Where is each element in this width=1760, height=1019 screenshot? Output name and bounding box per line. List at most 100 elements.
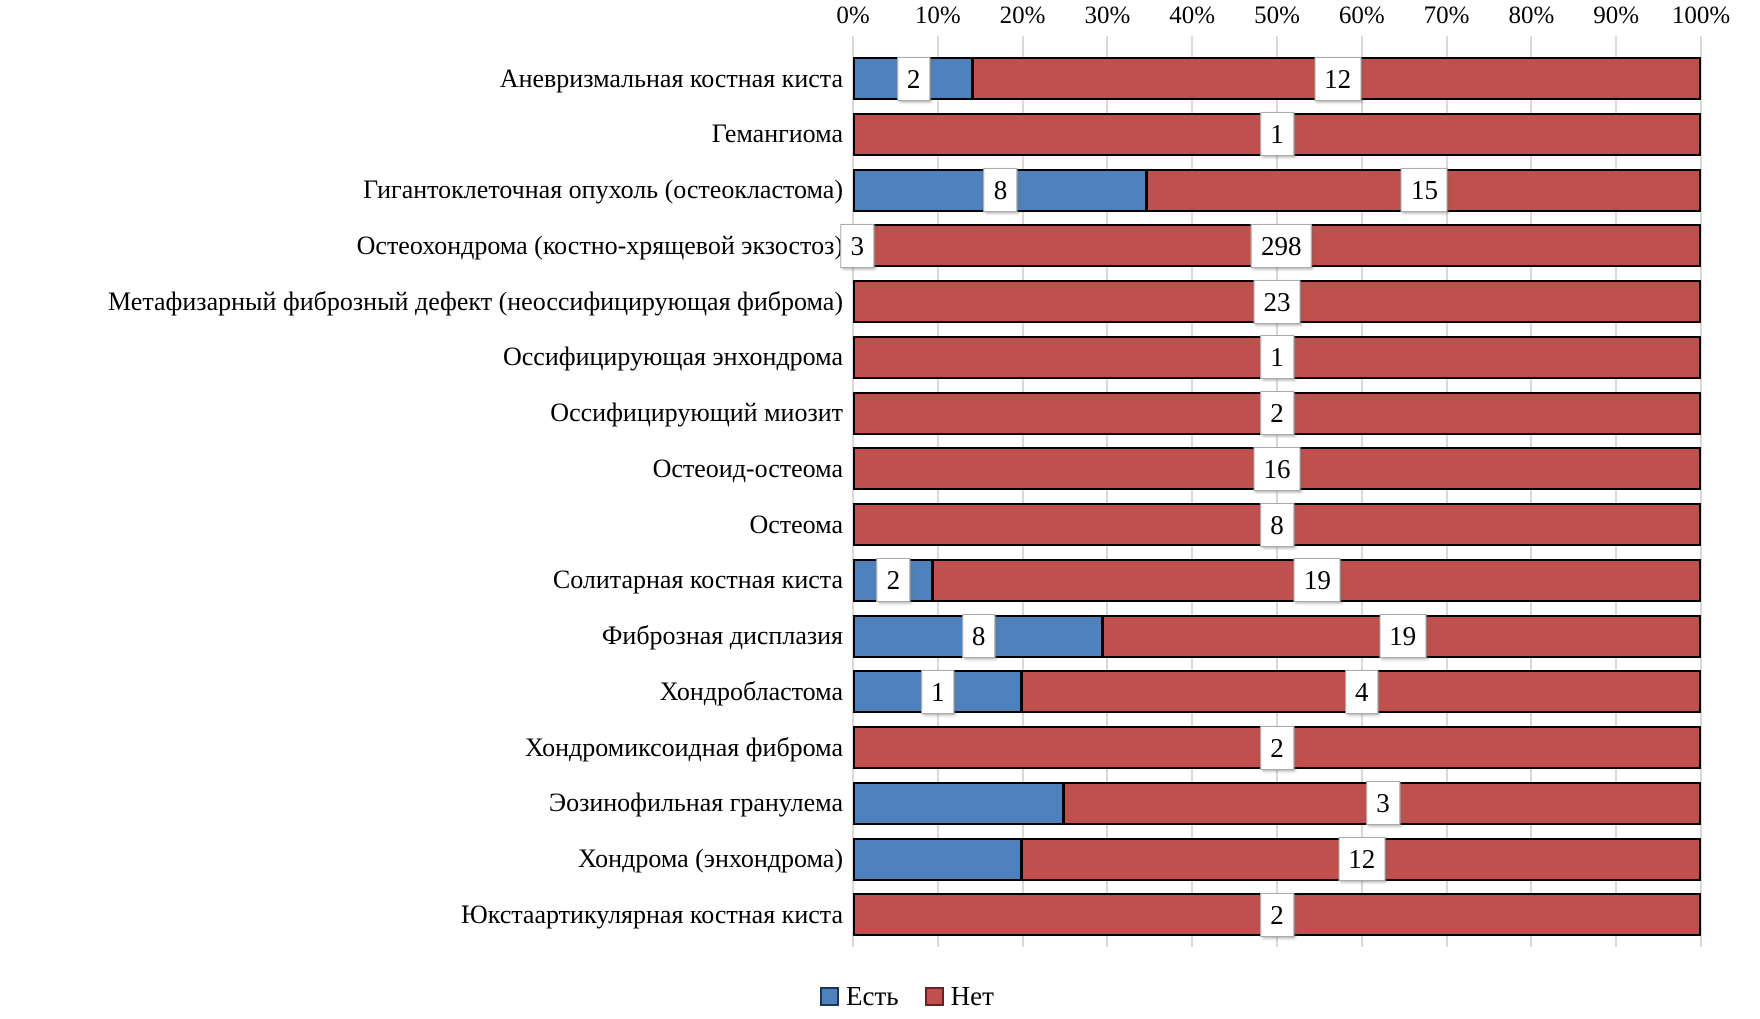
bar-row: Хондромиксоидная фиброма 2 <box>0 725 1760 770</box>
bar-row: Хондробластома 1 4 <box>0 669 1760 714</box>
x-axis-tick-label: 20% <box>999 2 1046 29</box>
segment-est <box>853 837 1023 881</box>
gridline <box>852 36 854 947</box>
x-axis-tick-label: 60% <box>1338 2 1385 29</box>
category-label: Остеоид-остеома <box>652 453 843 483</box>
bar: 2 <box>853 391 1701 435</box>
value-label-net: 2 <box>1260 725 1294 770</box>
x-axis-tick-label: 70% <box>1423 2 1470 29</box>
bar: 8 15 <box>853 168 1701 212</box>
value-label-net: 3 <box>1366 781 1400 826</box>
value-label-net: 12 <box>1338 837 1386 881</box>
bar-row: Солитарная костная киста 2 19 <box>0 558 1760 603</box>
legend-swatch-net <box>924 986 944 1006</box>
bar-row: Метафизарный фиброзный дефект (неоссифиц… <box>0 279 1760 324</box>
value-label-net: 19 <box>1379 614 1427 658</box>
gridline <box>1615 36 1618 947</box>
value-label-net: 12 <box>1314 56 1362 101</box>
gridline <box>936 36 939 947</box>
category-label: Гемангиома <box>711 119 843 149</box>
bar-row: Остеоид-остеома 16 <box>0 446 1760 491</box>
bar-row: Аневризмальная костная киста 2 12 <box>0 56 1760 101</box>
category-label: Хондромиксоидная фиброма <box>524 732 843 762</box>
value-label-est: 8 <box>961 614 996 658</box>
bar-row: Оссифицирующий миозит 2 <box>0 391 1760 435</box>
category-label: Фиброзная дисплазия <box>601 621 843 650</box>
bar-row: Гемангиома 1 <box>0 112 1760 157</box>
bar: 2 <box>853 725 1701 770</box>
bar: 8 19 <box>853 614 1701 658</box>
category-label: Остеома <box>749 509 843 539</box>
x-axis-tick-label: 50% <box>1254 2 1300 29</box>
bar-row: Остеома 8 <box>0 502 1760 547</box>
category-label: Эозинофильная гранулема <box>548 788 843 818</box>
bar: 1 <box>853 335 1701 380</box>
bar-row: Остеохондрома (костно-хрящевой экзостоз)… <box>0 223 1760 268</box>
category-label: Оссифицирующая энхондрома <box>502 342 843 372</box>
category-label: Аневризмальная костная киста <box>499 63 843 93</box>
value-label-net: 298 <box>1250 223 1312 268</box>
bar: 12 <box>853 837 1701 881</box>
value-label-est: 1 <box>921 669 955 714</box>
category-label: Хондрома (энхондрома) <box>578 844 843 873</box>
gridline <box>1360 36 1363 947</box>
bar: 8 <box>853 502 1701 547</box>
legend-label-net: Нет <box>950 980 994 1011</box>
x-axis-tick-label: 10% <box>914 2 961 29</box>
value-label-est: 8 <box>983 168 1018 212</box>
category-label: Хондробластома <box>659 676 843 706</box>
x-axis-tick-label: 90% <box>1593 2 1640 29</box>
gridline <box>1530 36 1533 947</box>
bar-row: Юкстаартикулярная костная киста 2 <box>0 892 1760 937</box>
value-label-net: 15 <box>1400 168 1448 212</box>
bar: 16 <box>853 446 1701 491</box>
legend-swatch-est <box>820 986 839 1006</box>
value-label-est: 2 <box>876 558 911 603</box>
value-label-net: 2 <box>1260 391 1294 435</box>
bar: 3 <box>853 781 1701 826</box>
category-label: Гигантоклеточная опухоль (остеокластома) <box>363 175 843 204</box>
gridline <box>1191 36 1194 947</box>
value-label-net: 2 <box>1260 892 1294 937</box>
legend: Есть Нет <box>820 980 994 1012</box>
gridline <box>1106 36 1109 947</box>
bar: 2 12 <box>853 56 1701 101</box>
gridline <box>1021 36 1024 947</box>
bar: 2 <box>853 892 1701 937</box>
category-label: Юкстаартикулярная костная киста <box>461 899 843 929</box>
legend-label-est: Есть <box>846 980 899 1011</box>
value-label-net: 1 <box>1260 335 1294 380</box>
value-label-net: 19 <box>1293 558 1341 603</box>
bar: 2 19 <box>853 558 1701 603</box>
segment-est <box>853 781 1065 825</box>
x-axis-tick-label: 80% <box>1508 2 1555 29</box>
value-label-est: 3 <box>840 223 874 268</box>
value-label-net: 8 <box>1260 502 1294 547</box>
bar-row: Оссифицирующая энхондрома 1 <box>0 335 1760 380</box>
category-label: Оссифицирующий миозит <box>550 398 843 427</box>
value-label-est: 2 <box>896 56 931 101</box>
x-axis-tick-label: 30% <box>1084 2 1131 29</box>
legend-item-net: Нет <box>924 980 994 1012</box>
bar: 1 <box>853 112 1701 157</box>
bar: 23 <box>853 279 1701 324</box>
value-label-net: 4 <box>1345 669 1379 714</box>
bar-row: Хондрома (энхондрома) 12 <box>0 837 1760 881</box>
category-label: Остеохондрома (костно-хрящевой экзостоз) <box>356 230 843 260</box>
value-label-net: 16 <box>1253 446 1301 491</box>
category-label: Метафизарный фиброзный дефект (неоссифиц… <box>108 286 843 316</box>
bar: 3 298 <box>840 223 1701 268</box>
value-label-net: 1 <box>1260 112 1294 157</box>
gridline <box>1276 36 1278 947</box>
category-label: Солитарная костная киста <box>552 565 843 595</box>
bar-row: Эозинофильная гранулема 3 <box>0 781 1760 826</box>
x-axis-tick-label: 100% <box>1671 2 1731 29</box>
bar-row: Фиброзная дисплазия 8 19 <box>0 614 1760 658</box>
x-axis-tick-label: 0% <box>836 2 870 29</box>
gridline <box>1445 36 1448 947</box>
gridline <box>1700 36 1702 947</box>
legend-item-est: Есть <box>820 981 899 1012</box>
value-label-net: 23 <box>1253 279 1301 324</box>
